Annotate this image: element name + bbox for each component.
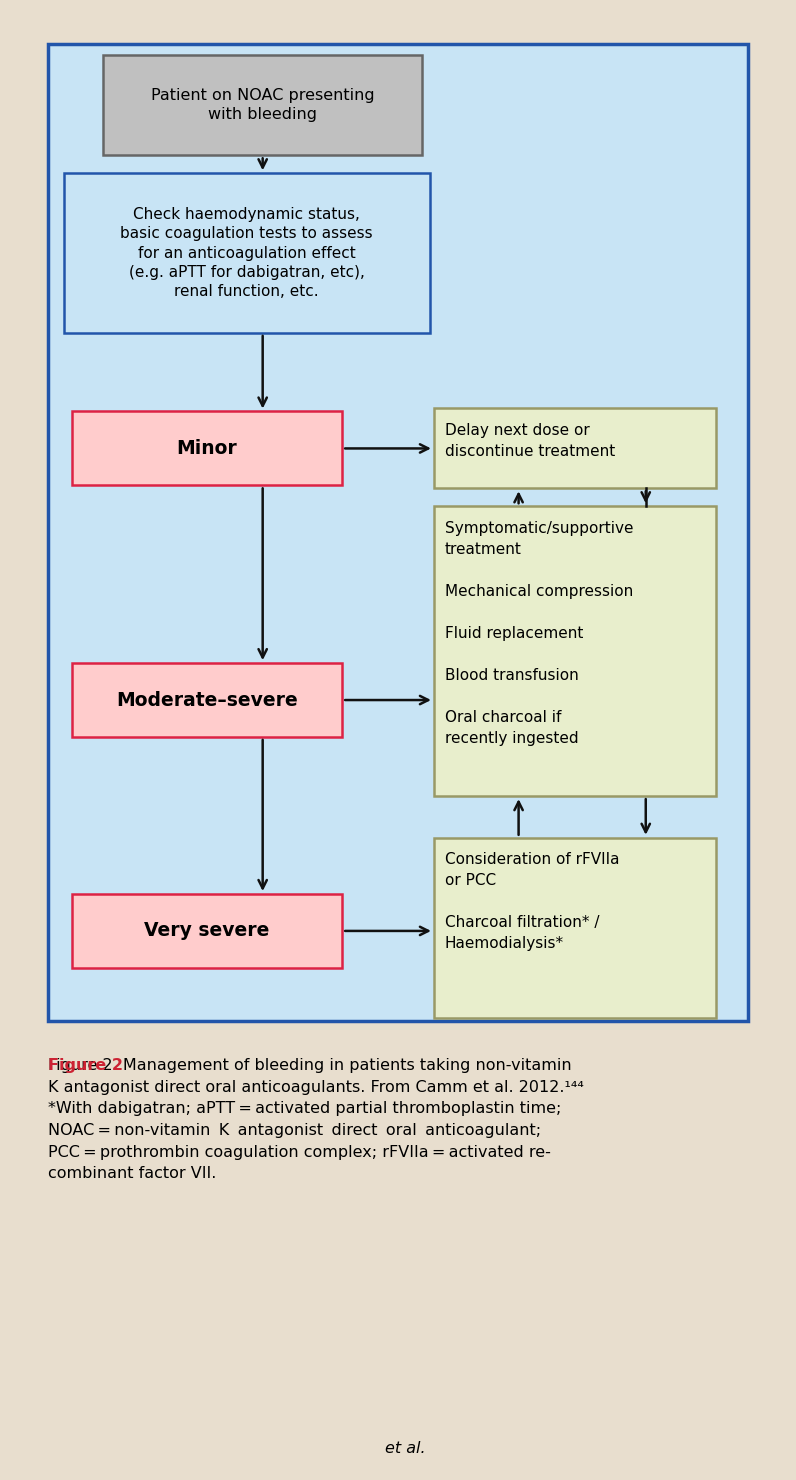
Text: Figure 2  Management of bleeding in patients taking non-vitamin
K antagonist dir: Figure 2 Management of bleeding in patie… [48,1058,583,1181]
FancyBboxPatch shape [48,44,748,1021]
Text: Figure 2: Figure 2 [48,1058,123,1073]
Text: Delay next dose or
discontinue treatment: Delay next dose or discontinue treatment [445,423,615,459]
FancyBboxPatch shape [64,173,430,333]
Text: Patient on NOAC presenting
with bleeding: Patient on NOAC presenting with bleeding [151,87,374,123]
Text: Consideration of rFVIIa
or PCC

Charcoal filtration* /
Haemodialysis*: Consideration of rFVIIa or PCC Charcoal … [445,852,619,952]
FancyBboxPatch shape [434,506,716,796]
Text: Minor: Minor [177,440,237,457]
FancyBboxPatch shape [434,408,716,488]
FancyBboxPatch shape [72,663,342,737]
Text: et al.: et al. [385,1440,426,1456]
Text: Check haemodynamic status,
basic coagulation tests to assess
for an anticoagulat: Check haemodynamic status, basic coagula… [120,207,373,299]
Text: Symptomatic/supportive
treatment

Mechanical compression

Fluid replacement

Blo: Symptomatic/supportive treatment Mechani… [445,521,634,746]
FancyBboxPatch shape [103,55,422,155]
Text: Moderate–severe: Moderate–severe [116,691,298,709]
FancyBboxPatch shape [72,894,342,968]
FancyBboxPatch shape [434,838,716,1018]
FancyBboxPatch shape [72,411,342,485]
Text: Very severe: Very severe [144,922,270,940]
